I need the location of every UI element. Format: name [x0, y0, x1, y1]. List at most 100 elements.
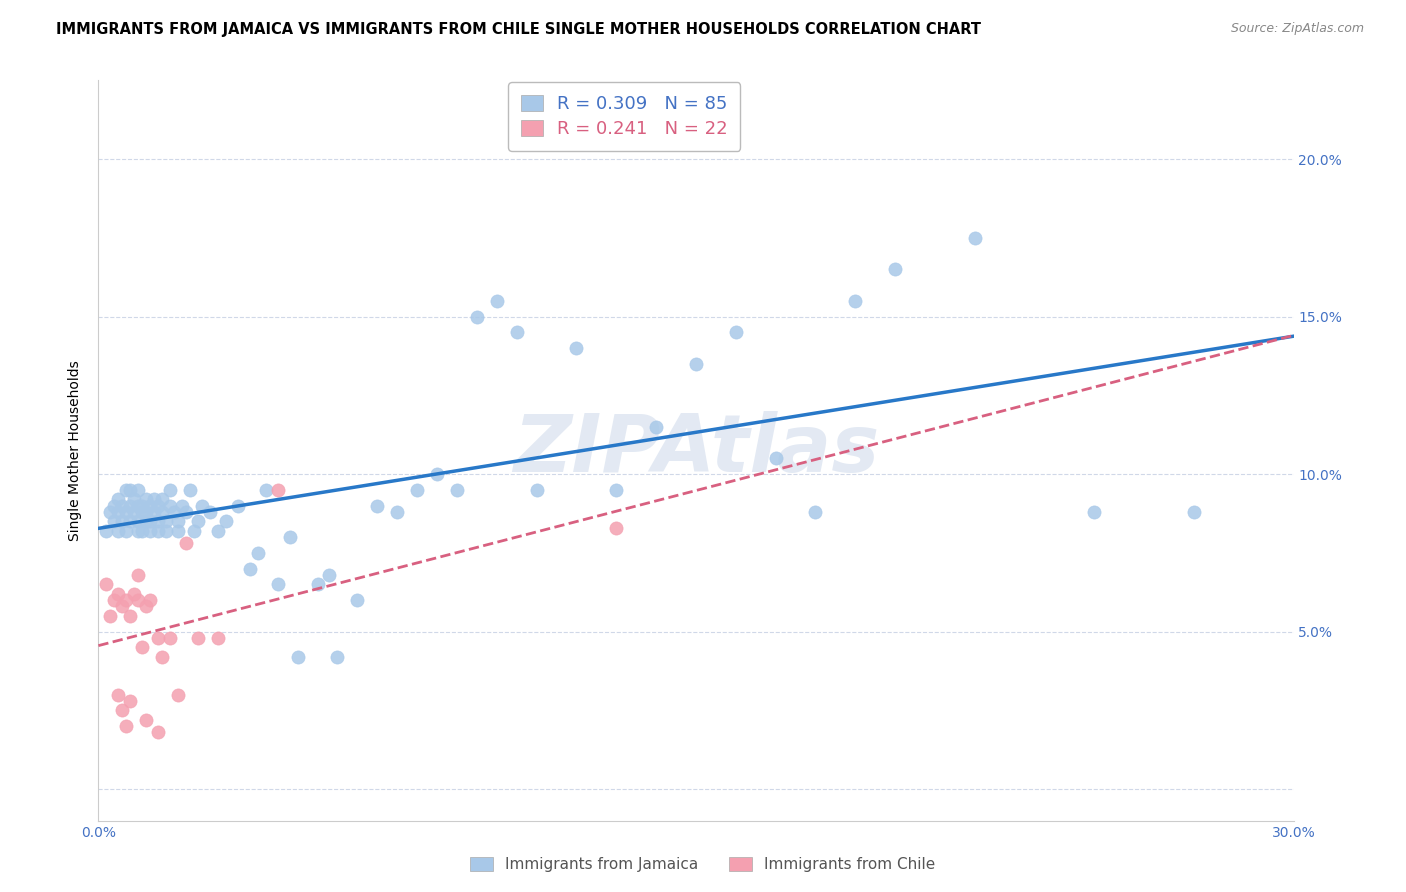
- Point: [111, 499, 134, 513]
- Point: [120, 483, 142, 497]
- Point: [239, 561, 262, 575]
- Point: [159, 499, 181, 513]
- Point: [159, 483, 181, 497]
- Point: [131, 505, 153, 519]
- Point: [107, 587, 129, 601]
- Point: [226, 499, 249, 513]
- Point: [287, 649, 309, 664]
- Point: [465, 310, 488, 324]
- Point: [150, 492, 173, 507]
- Point: [96, 577, 118, 591]
- Point: [139, 514, 162, 528]
- Point: [485, 293, 508, 308]
- Point: [131, 499, 153, 513]
- Point: [167, 688, 190, 702]
- Point: [765, 451, 787, 466]
- Point: [135, 514, 157, 528]
- Point: [207, 631, 229, 645]
- Point: [107, 505, 129, 519]
- Point: [115, 505, 138, 519]
- Point: [120, 499, 142, 513]
- Point: [207, 524, 229, 538]
- Point: [246, 546, 269, 560]
- Point: [120, 608, 142, 623]
- Point: [115, 524, 138, 538]
- Point: [167, 514, 190, 528]
- Point: [167, 524, 190, 538]
- Point: [318, 568, 340, 582]
- Point: [139, 524, 162, 538]
- Y-axis label: Single Mother Households: Single Mother Households: [69, 360, 83, 541]
- Point: [174, 505, 197, 519]
- Point: [111, 703, 134, 717]
- Point: [346, 593, 368, 607]
- Point: [124, 505, 146, 519]
- Point: [187, 631, 209, 645]
- Legend: R = 0.309   N = 85, R = 0.241   N = 22: R = 0.309 N = 85, R = 0.241 N = 22: [508, 82, 741, 151]
- Point: [107, 492, 129, 507]
- Point: [278, 530, 301, 544]
- Point: [148, 725, 170, 739]
- Point: [963, 231, 986, 245]
- Point: [135, 505, 157, 519]
- Point: [124, 492, 146, 507]
- Point: [605, 521, 627, 535]
- Point: [115, 593, 138, 607]
- Point: [148, 514, 170, 528]
- Point: [179, 483, 201, 497]
- Point: [98, 608, 122, 623]
- Point: [148, 499, 170, 513]
- Text: ZIPAtlas: ZIPAtlas: [513, 411, 879, 490]
- Point: [172, 499, 194, 513]
- Point: [159, 631, 181, 645]
- Point: [139, 593, 162, 607]
- Point: [107, 524, 129, 538]
- Point: [150, 505, 173, 519]
- Point: [307, 577, 329, 591]
- Point: [565, 341, 588, 355]
- Point: [267, 577, 290, 591]
- Point: [406, 483, 429, 497]
- Point: [685, 357, 707, 371]
- Point: [127, 524, 149, 538]
- Text: IMMIGRANTS FROM JAMAICA VS IMMIGRANTS FROM CHILE SINGLE MOTHER HOUSEHOLDS CORREL: IMMIGRANTS FROM JAMAICA VS IMMIGRANTS FR…: [56, 22, 981, 37]
- Point: [98, 505, 122, 519]
- Point: [150, 649, 173, 664]
- Point: [120, 694, 142, 708]
- Point: [115, 483, 138, 497]
- Point: [183, 524, 205, 538]
- Point: [127, 514, 149, 528]
- Point: [366, 499, 388, 513]
- Point: [115, 719, 138, 733]
- Point: [148, 524, 170, 538]
- Point: [385, 505, 409, 519]
- Point: [103, 514, 125, 528]
- Point: [191, 499, 214, 513]
- Point: [135, 599, 157, 614]
- Point: [131, 640, 153, 655]
- Point: [127, 483, 149, 497]
- Point: [135, 492, 157, 507]
- Point: [804, 505, 827, 519]
- Point: [1182, 505, 1205, 519]
- Point: [174, 536, 197, 550]
- Point: [127, 568, 149, 582]
- Point: [96, 524, 118, 538]
- Point: [107, 688, 129, 702]
- Point: [844, 293, 866, 308]
- Point: [198, 505, 221, 519]
- Point: [120, 514, 142, 528]
- Point: [724, 326, 747, 340]
- Point: [163, 505, 186, 519]
- Point: [446, 483, 468, 497]
- Point: [426, 467, 449, 481]
- Point: [1083, 505, 1105, 519]
- Point: [254, 483, 277, 497]
- Point: [143, 492, 166, 507]
- Point: [111, 599, 134, 614]
- Point: [884, 262, 907, 277]
- Point: [187, 514, 209, 528]
- Point: [131, 524, 153, 538]
- Point: [139, 499, 162, 513]
- Point: [127, 499, 149, 513]
